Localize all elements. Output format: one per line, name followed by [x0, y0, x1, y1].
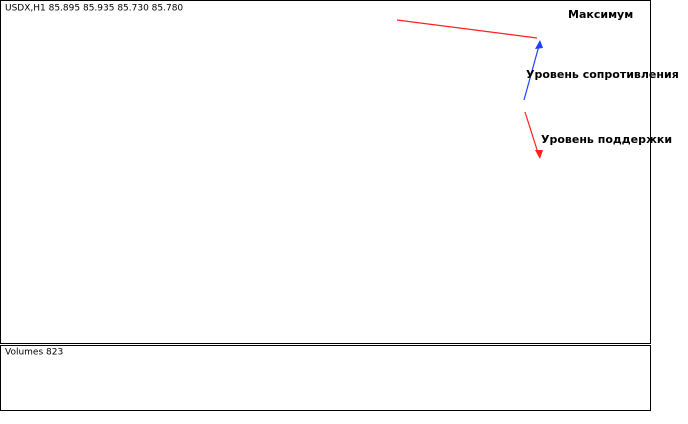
- main-frame: [0, 0, 651, 344]
- down-arrow-head: [535, 150, 543, 159]
- down-arrow: [524, 111, 540, 157]
- up-arrow: [523, 41, 541, 101]
- header: USDX,H1 85.895 85.935 85.730 85.780: [5, 4, 183, 14]
- annotation: Уровень сопротивления: [526, 68, 679, 81]
- volume-label: Volumes 823: [5, 348, 63, 358]
- annotation: Уровень поддержки: [541, 133, 672, 146]
- annotation: Максимум: [568, 8, 633, 21]
- up-arrow-head: [535, 40, 543, 49]
- volume-frame: [0, 345, 651, 411]
- resistance-trendline: [396, 19, 538, 39]
